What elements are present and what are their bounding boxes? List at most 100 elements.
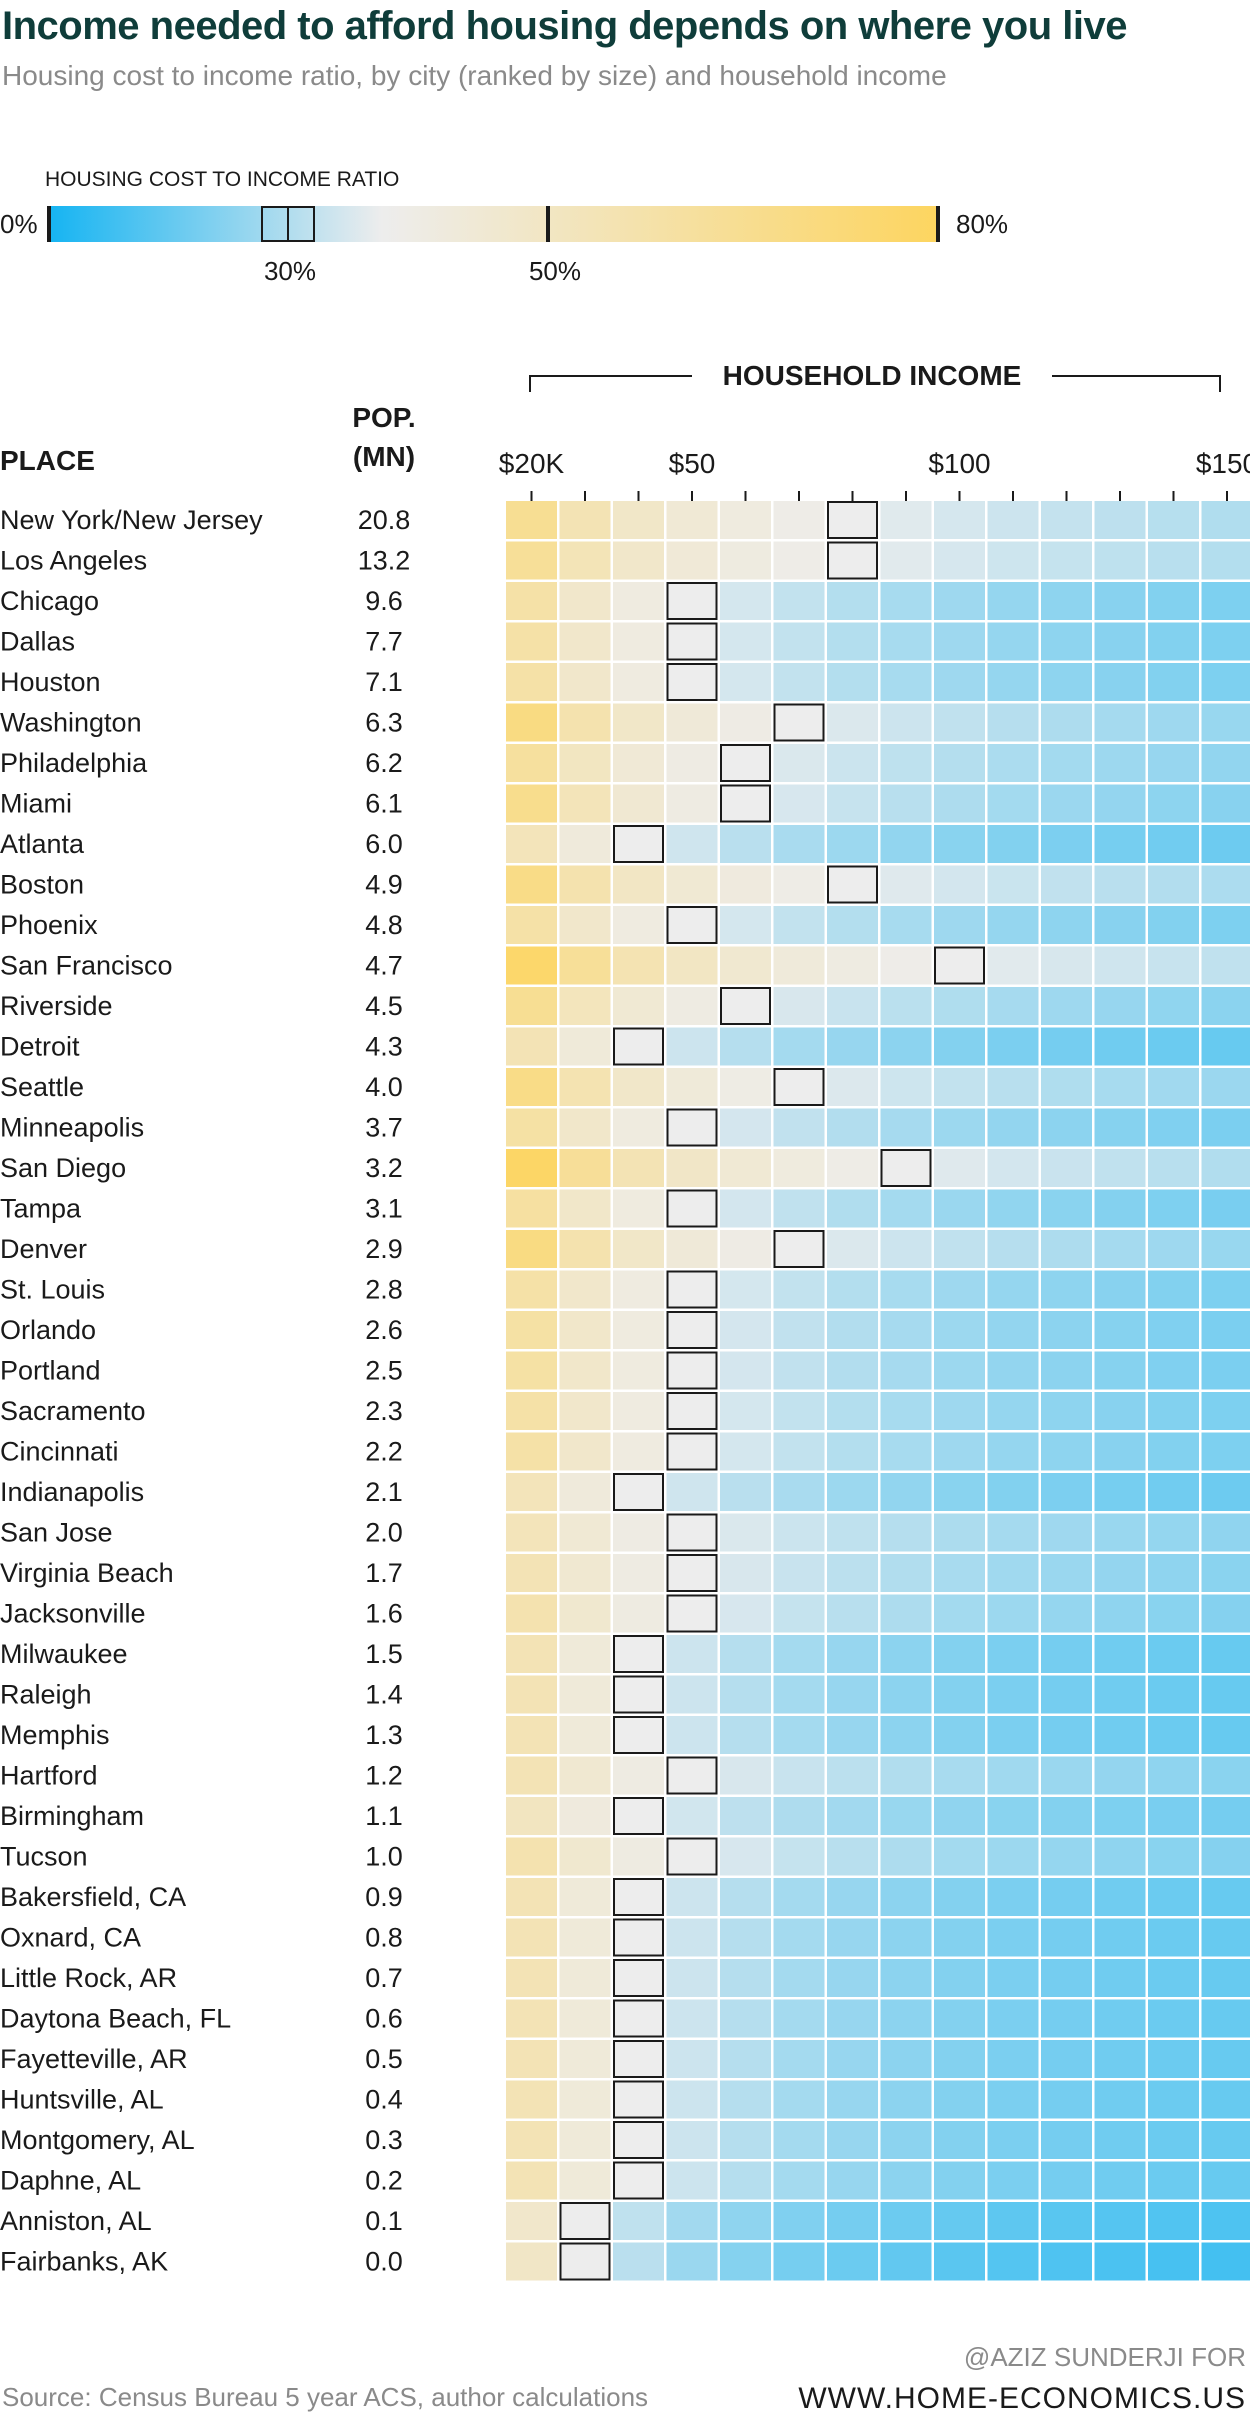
heatmap-cell [827, 1675, 878, 1714]
heatmap-cell [613, 2161, 664, 2200]
place-label: San Diego [0, 1153, 126, 1183]
affordable-marker [666, 1756, 718, 1795]
affordable-marker [720, 987, 771, 1025]
heatmap-cell [720, 825, 771, 863]
heatmap-cell [1201, 2080, 1250, 2119]
heatmap-cell [1041, 1594, 1092, 1633]
place-label: Fayetteville, AR [0, 2044, 188, 2074]
heatmap-cell [666, 1716, 718, 1754]
heatmap-cell [934, 541, 985, 580]
heatmap-cell [1041, 1756, 1092, 1795]
heatmap-cell [1148, 1554, 1199, 1592]
heatmap-cell [1041, 582, 1092, 620]
heatmap-cell [506, 663, 557, 701]
heatmap-cell [613, 1149, 664, 1187]
affordable-marker [613, 2121, 664, 2159]
heatmap-cell [613, 1797, 664, 1835]
pop-value: 1.4 [365, 1680, 403, 1710]
heatmap-cell [773, 1837, 825, 1876]
pop-value: 7.1 [365, 667, 403, 697]
heatmap-cell [987, 663, 1039, 701]
heatmap-cell [880, 825, 932, 863]
heatmap-cell [773, 1635, 825, 1673]
place-label: San Jose [0, 1518, 113, 1548]
heatmap-cell [1148, 1189, 1199, 1228]
pop-value: 0.4 [365, 2085, 403, 2115]
heatmap-cell [880, 1270, 932, 1309]
heatmap-cell [559, 1351, 611, 1390]
heatmap-cell [559, 1959, 611, 1997]
affordable-marker [559, 2242, 611, 2281]
heatmap-cell [987, 744, 1039, 782]
place-label: Virginia Beach [0, 1558, 174, 1588]
heatmap-cell [1201, 501, 1250, 539]
heatmap-cell [666, 1959, 718, 1997]
heatmap-cell [880, 1230, 932, 1268]
heatmap-cell [1094, 865, 1146, 904]
heatmap-cell [559, 703, 611, 742]
heatmap-cell [1201, 2040, 1250, 2078]
affordable-marker [613, 1635, 664, 1673]
place-label: Los Angeles [0, 546, 147, 576]
heatmap-cell [506, 2040, 557, 2078]
heatmap-cell [720, 622, 771, 661]
heatmap-cell [666, 501, 718, 539]
heatmap-cell [1148, 1878, 1199, 1916]
heatmap-cell [720, 2202, 771, 2240]
heatmap-cell [720, 1108, 771, 1147]
heatmap-cell [559, 1149, 611, 1187]
place-label: Little Rock, AR [0, 1963, 177, 1993]
heatmap-cell [1041, 1999, 1092, 2038]
heatmap-cell [720, 1797, 771, 1835]
pop-value: 0.3 [365, 2125, 403, 2155]
place-label: Cincinnati [0, 1437, 119, 1467]
heatmap-cell [1148, 1959, 1199, 1997]
heatmap-cell [613, 1351, 664, 1390]
heatmap-cell [1041, 501, 1092, 539]
place-label: New York/New Jersey [0, 505, 263, 535]
heatmap-cell [880, 501, 932, 539]
heatmap-cell [1094, 1473, 1146, 1511]
heatmap-cell [773, 1392, 825, 1430]
heatmap-cell [559, 1716, 611, 1754]
heatmap-cell [666, 906, 718, 944]
heatmap-cell [666, 1837, 718, 1876]
heatmap-cell [987, 987, 1039, 1025]
place-label: Atlanta [0, 829, 85, 859]
pop-value: 2.8 [365, 1275, 403, 1305]
heatmap-cell [880, 1675, 932, 1714]
heatmap-cell [506, 906, 557, 944]
heatmap-cell [666, 1270, 718, 1309]
heatmap-cell [720, 1392, 771, 1430]
heatmap-cell [559, 1554, 611, 1592]
heatmap-cell [666, 2121, 718, 2159]
heatmap-cell [1041, 703, 1092, 742]
affordable-marker [827, 865, 878, 904]
heatmap-cell [1148, 2242, 1199, 2281]
heatmap-cell [773, 1675, 825, 1714]
pop-value: 3.1 [365, 1194, 403, 1224]
heatmap-cell [1148, 1918, 1199, 1957]
heatmap-cell [613, 1392, 664, 1430]
heatmap-cell [827, 1797, 878, 1835]
heatmap-cell [987, 1554, 1039, 1592]
heatmap-cell [506, 1797, 557, 1835]
heatmap-cell [987, 1716, 1039, 1754]
heatmap-cell [934, 2242, 985, 2281]
heatmap-cell [720, 1878, 771, 1916]
heatmap-cell [934, 1959, 985, 1997]
heatmap-cell [1094, 906, 1146, 944]
heatmap-cell [773, 1189, 825, 1228]
heatmap-cell [1094, 1149, 1146, 1187]
place-label: Birmingham [0, 1801, 144, 1831]
chart-title: Income needed to afford housing depends … [2, 4, 1127, 48]
heatmap-cell [1041, 825, 1092, 863]
heatmap-cell [1201, 1311, 1250, 1349]
heatmap-cell [934, 1918, 985, 1957]
heatmap-cell [666, 987, 718, 1025]
heatmap-cell [1148, 744, 1199, 782]
place-label: Orlando [0, 1315, 96, 1345]
affordable-marker [613, 1716, 664, 1754]
heatmap-cell [559, 1635, 611, 1673]
heatmap-cell [987, 1797, 1039, 1835]
